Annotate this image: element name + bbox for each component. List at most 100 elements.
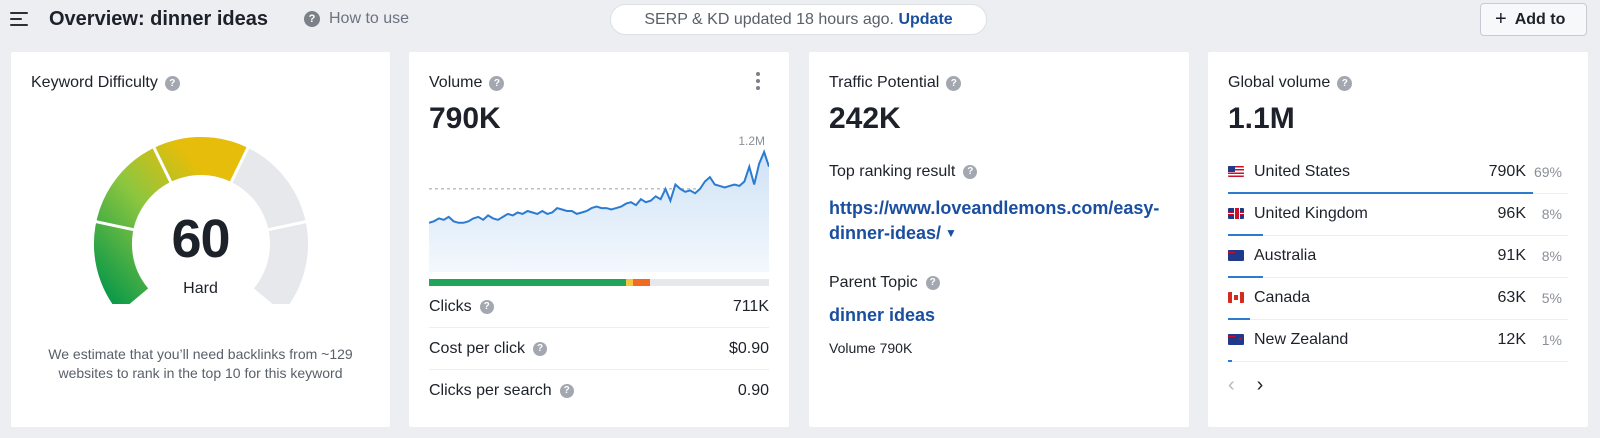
top-bar: Overview: dinner ideas ? How to use SERP… (0, 0, 1600, 40)
chevron-down-icon[interactable]: ▼ (945, 226, 957, 240)
paid-clicks-segment (626, 279, 633, 286)
how-to-use-link[interactable]: ? How to use (304, 10, 409, 28)
clicks-per-search-value: 0.90 (737, 382, 769, 399)
top-result-heading: Top ranking result ? (829, 163, 978, 181)
ca-flag-icon (1228, 292, 1244, 303)
volume-value: 790K (429, 102, 501, 135)
parent-topic-heading: Parent Topic ? (829, 274, 940, 292)
serp-status-text: SERP & KD updated 18 hours ago. (644, 11, 894, 28)
help-icon[interactable]: ? (164, 75, 180, 91)
country-row-united-states[interactable]: United States 790K 69% (1228, 152, 1568, 194)
tp-heading: Traffic Potential ? (829, 74, 962, 92)
clicks-per-search-row: Clicks per search? 0.90 (429, 370, 769, 412)
chart-series-line (429, 149, 769, 224)
country-row-canada[interactable]: Canada 63K 5% (1228, 278, 1568, 320)
country-share-bar (1228, 234, 1264, 236)
volume-card: Volume ? 790K 1.2M Clicks? 711K Cost per… (409, 52, 789, 427)
parent-topic-volume: Volume 790K (829, 340, 913, 356)
clicks-row: Clicks? 711K (429, 286, 769, 328)
help-icon: ? (304, 11, 320, 27)
country-volume: 12K (1497, 331, 1526, 348)
keyword-difficulty-card: Keyword Difficulty ? 60 Hard We estimate… (11, 52, 390, 427)
gauge-fill (93, 136, 248, 304)
more-options-icon[interactable] (755, 72, 761, 90)
other-clicks-segment (632, 279, 650, 286)
parent-topic-label: Parent Topic (829, 274, 918, 291)
clicks-per-search-label: Clicks per search (429, 382, 552, 399)
country-name: United Kingdom (1254, 205, 1368, 222)
plus-icon: + (1495, 8, 1507, 30)
country-volume: 96K (1497, 205, 1526, 222)
global-volume-card: Global volume ? 1.1M United States 790K … (1208, 52, 1588, 427)
gv-value: 1.1M (1228, 102, 1295, 135)
chart-y-max-label: 1.2M (738, 134, 765, 148)
kd-gauge (93, 136, 308, 304)
menu-icon[interactable] (10, 11, 30, 27)
clicks-label: Clicks (429, 297, 472, 315)
clicks-value: 711K (732, 297, 769, 315)
organic-clicks-segment (429, 279, 627, 286)
uk-flag-icon (1228, 208, 1244, 219)
gauge-divider-2 (151, 145, 173, 185)
country-share: 1% (1541, 332, 1562, 348)
gauge-dividers (94, 145, 308, 232)
clicks-distribution-bar[interactable] (429, 279, 769, 286)
kd-description: We estimate that you’ll need backlinks f… (48, 346, 353, 381)
volume-heading: Volume ? (429, 74, 505, 92)
add-to-button[interactable]: + Add to (1480, 3, 1587, 36)
country-row-united-kingdom[interactable]: United Kingdom 96K 8% (1228, 194, 1568, 236)
help-icon[interactable]: ? (1337, 75, 1353, 91)
volume-label: Volume (429, 74, 483, 91)
gauge-divider-4 (266, 219, 308, 232)
country-name: United States (1254, 163, 1351, 180)
top-result-url-text[interactable]: https://www.loveandlemons.com/easy-dinne… (829, 198, 1160, 243)
country-share-bar (1228, 360, 1233, 362)
cpc-row: Cost per click? $0.90 (429, 328, 769, 370)
country-name: Australia (1254, 247, 1317, 264)
kd-label: Keyword Difficulty (31, 74, 158, 91)
country-share: 8% (1541, 248, 1562, 264)
add-to-label: Add to (1514, 11, 1566, 28)
au-flag-icon (1228, 250, 1244, 261)
top-result-url[interactable]: https://www.loveandlemons.com/easy-dinne… (829, 196, 1169, 246)
chevron-left-icon[interactable]: ‹ (1228, 374, 1235, 396)
traffic-potential-card: Traffic Potential ? 242K Top ranking res… (809, 52, 1189, 427)
country-share: 69% (1533, 164, 1562, 180)
us-flag-icon (1228, 166, 1244, 177)
update-link[interactable]: Update (898, 11, 953, 28)
how-to-use-label: How to use (329, 10, 410, 27)
gauge-divider-1 (94, 219, 136, 232)
country-volume: 790K (1488, 163, 1526, 180)
chevron-right-icon[interactable]: › (1256, 374, 1264, 396)
tp-value: 242K (829, 102, 901, 135)
tp-label: Traffic Potential (829, 74, 940, 91)
country-row-australia[interactable]: Australia 91K 8% (1228, 236, 1568, 278)
country-share-bar (1228, 276, 1264, 278)
help-icon[interactable]: ? (925, 276, 940, 290)
country-row-new-zealand[interactable]: New Zealand 12K 1% (1228, 320, 1568, 362)
volume-trend-chart[interactable]: 1.2M (429, 132, 769, 272)
country-name: New Zealand (1254, 331, 1349, 348)
serp-update-status: SERP & KD updated 18 hours ago. Update (610, 4, 987, 35)
kd-rating: Hard (183, 280, 218, 297)
country-share-bar (1228, 318, 1251, 320)
country-share-bar (1228, 192, 1533, 194)
help-icon[interactable]: ? (963, 165, 978, 179)
country-pager: ‹ › (1228, 374, 1263, 397)
kd-heading: Keyword Difficulty ? (31, 74, 180, 92)
gauge-divider-3 (229, 145, 251, 185)
chart-area (429, 152, 769, 272)
country-volume: 63K (1497, 289, 1526, 306)
cpc-label: Cost per click (429, 339, 526, 357)
parent-topic-link[interactable]: dinner ideas (829, 305, 936, 325)
help-icon[interactable]: ? (479, 299, 494, 314)
help-icon[interactable]: ? (559, 384, 574, 398)
help-icon[interactable]: ? (946, 75, 962, 91)
help-icon[interactable]: ? (533, 341, 548, 356)
page-title: Overview: dinner ideas (49, 8, 268, 30)
help-icon[interactable]: ? (489, 75, 505, 91)
country-name: Canada (1254, 289, 1311, 306)
country-volume: 91K (1497, 247, 1526, 264)
kd-score: 60 (171, 209, 230, 269)
country-share: 8% (1541, 206, 1562, 222)
